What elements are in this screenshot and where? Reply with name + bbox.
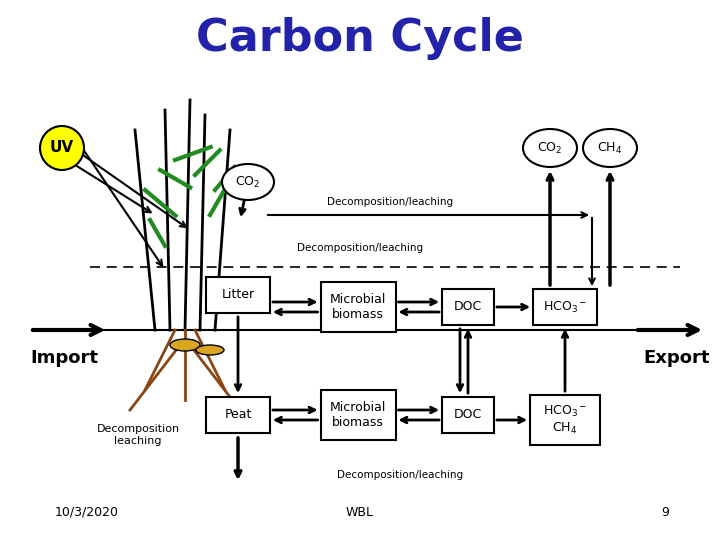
FancyBboxPatch shape <box>320 390 395 440</box>
Ellipse shape <box>523 129 577 167</box>
Text: Decomposition/leaching: Decomposition/leaching <box>297 243 423 253</box>
FancyBboxPatch shape <box>533 289 597 325</box>
Text: Carbon Cycle: Carbon Cycle <box>196 17 524 59</box>
Text: UV: UV <box>50 140 74 156</box>
Ellipse shape <box>583 129 637 167</box>
Ellipse shape <box>222 164 274 200</box>
Text: CO$_2$: CO$_2$ <box>235 174 261 190</box>
FancyBboxPatch shape <box>530 395 600 445</box>
Text: Decomposition
leaching: Decomposition leaching <box>96 424 179 446</box>
Text: Decomposition/leaching: Decomposition/leaching <box>327 197 453 207</box>
FancyBboxPatch shape <box>206 277 270 313</box>
Text: Decomposition/leaching: Decomposition/leaching <box>337 470 463 480</box>
Text: DOC: DOC <box>454 408 482 422</box>
FancyBboxPatch shape <box>320 282 395 332</box>
Text: CH$_4$: CH$_4$ <box>598 140 623 156</box>
Text: Import: Import <box>30 349 98 367</box>
FancyBboxPatch shape <box>442 289 494 325</box>
Text: Litter: Litter <box>222 288 255 301</box>
Text: Peat: Peat <box>225 408 252 422</box>
Text: Export: Export <box>644 349 710 367</box>
Text: Microbial
biomass: Microbial biomass <box>330 401 386 429</box>
Ellipse shape <box>170 339 200 351</box>
Text: Microbial
biomass: Microbial biomass <box>330 293 386 321</box>
Text: CO$_2$: CO$_2$ <box>537 140 562 156</box>
Ellipse shape <box>196 345 224 355</box>
Text: 9: 9 <box>661 505 669 518</box>
FancyBboxPatch shape <box>442 397 494 433</box>
Text: HCO$_3$$^-$
CH$_4$: HCO$_3$$^-$ CH$_4$ <box>543 404 587 436</box>
Text: 10/3/2020: 10/3/2020 <box>55 505 119 518</box>
Text: DOC: DOC <box>454 300 482 314</box>
Text: HCO$_3$$^-$: HCO$_3$$^-$ <box>543 300 587 314</box>
FancyBboxPatch shape <box>206 397 270 433</box>
Circle shape <box>40 126 84 170</box>
Text: WBL: WBL <box>346 505 374 518</box>
